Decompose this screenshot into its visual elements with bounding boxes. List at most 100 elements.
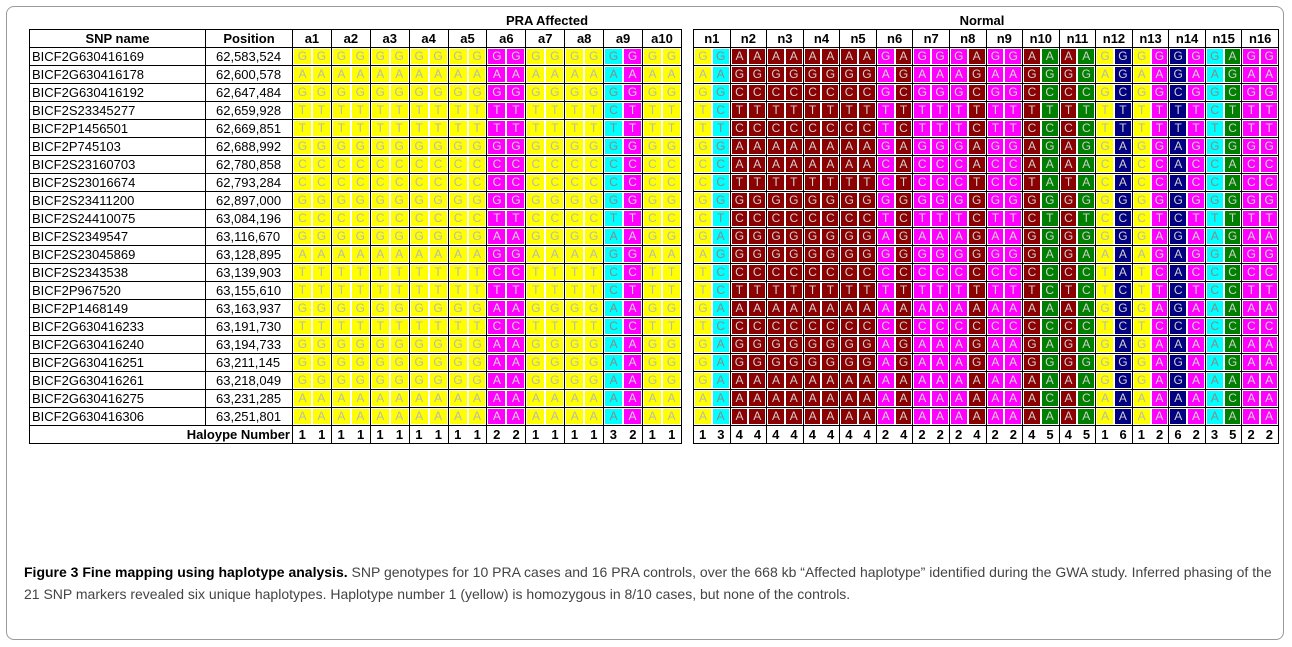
allele: A xyxy=(1223,246,1242,263)
allele: C xyxy=(967,318,986,335)
sample-header-n15: n15 xyxy=(1204,29,1243,48)
allele: G xyxy=(840,228,859,245)
allele: A xyxy=(986,336,1005,353)
allele: C xyxy=(526,210,546,227)
allele: C xyxy=(1205,102,1224,119)
allele: C xyxy=(840,318,859,335)
snp-name: BICF2G630416306 xyxy=(29,407,206,426)
allele: A xyxy=(1150,66,1169,83)
allele: G xyxy=(448,192,468,209)
allele: T xyxy=(389,120,409,137)
figure-frame: PRA Affected Normal SNP name Position a1… xyxy=(6,6,1284,640)
allele: C xyxy=(767,84,785,101)
allele: T xyxy=(409,264,429,281)
allele: A xyxy=(858,372,876,389)
allele: A xyxy=(1223,156,1242,173)
allele: T xyxy=(506,102,526,119)
allele: G xyxy=(1242,48,1261,65)
allele: T xyxy=(1096,264,1114,281)
allele: C xyxy=(931,318,949,335)
snp-position: 62,780,858 xyxy=(205,155,293,174)
allele: A xyxy=(840,300,859,317)
allele: A xyxy=(1169,408,1188,425)
allele: T xyxy=(1023,174,1041,191)
allele: G xyxy=(1023,228,1041,245)
allele: G xyxy=(293,336,312,353)
allele: G xyxy=(1004,48,1023,65)
allele: G xyxy=(1040,138,1059,155)
allele: G xyxy=(565,48,585,65)
allele: T xyxy=(1223,210,1242,227)
haplotype-number: 1 xyxy=(699,427,707,442)
allele: G xyxy=(748,246,767,263)
allele: T xyxy=(1096,318,1114,335)
allele: A xyxy=(694,66,712,83)
allele: A xyxy=(1223,336,1242,353)
allele: T xyxy=(913,120,932,137)
allele: T xyxy=(1242,120,1261,137)
allele: A xyxy=(506,408,526,425)
allele: A xyxy=(931,372,949,389)
allele: T xyxy=(526,102,546,119)
allele: G xyxy=(370,336,390,353)
allele: T xyxy=(467,102,487,119)
allele: T xyxy=(894,282,913,299)
haplotype-number: 2 xyxy=(1003,426,1022,443)
allele: T xyxy=(643,318,663,335)
allele: C xyxy=(662,174,682,191)
allele: A xyxy=(931,354,949,371)
allele: C xyxy=(803,264,822,281)
allele: A xyxy=(1023,408,1041,425)
allele: A xyxy=(1132,66,1151,83)
snp-row: BICF2G630416275 63,231,285 A A A A A A A A A A A A A A A… xyxy=(29,389,682,408)
allele: C xyxy=(913,318,932,335)
